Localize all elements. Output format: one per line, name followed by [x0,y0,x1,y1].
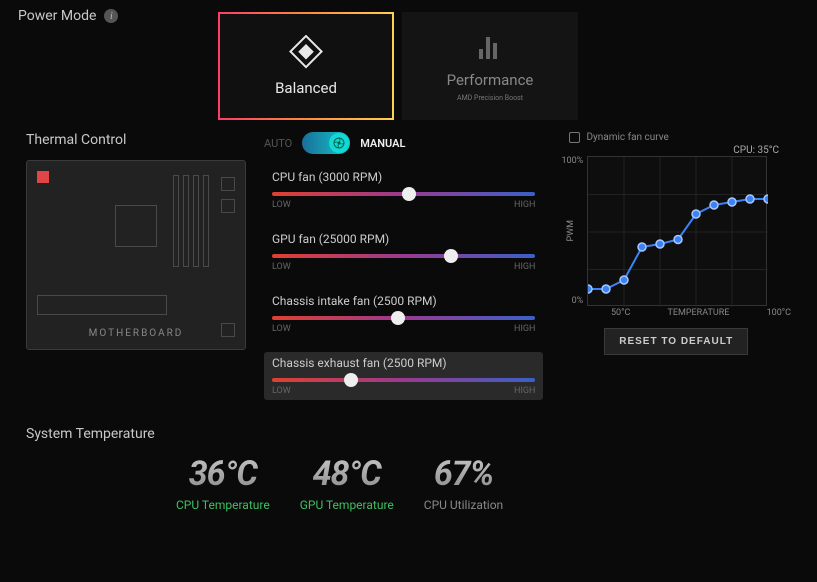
slider-high: HIGH [514,262,535,272]
temp-value: 36°C [176,454,270,494]
fan-slider-label: GPU fan (25000 RPM) [272,232,535,246]
temp-value: 67% [424,454,503,494]
temp-value: 48°C [300,454,394,494]
fan-slider-thumb[interactable] [391,311,405,325]
slider-low: LOW [272,386,291,396]
reset-default-button[interactable]: RESET TO DEFAULT [604,328,748,355]
fan-curve-point[interactable] [588,285,592,293]
fan-curve-point[interactable] [692,210,700,218]
fan-slider-thumb[interactable] [402,187,416,201]
chart-xtick-left: 50°C [611,308,630,318]
fan-curve-point[interactable] [764,195,768,203]
power-mode-cards: Balanced Performance AMD Precision Boost [218,12,799,120]
fan-curve-point[interactable] [638,243,646,251]
mobo-cpu [115,205,157,247]
cpu-temp-indicator: CPU: 35°C [561,145,791,156]
temp-label: CPU Temperature [176,498,270,512]
temp-card-2: 67% CPU Utilization [424,454,503,512]
fan-slider-label: Chassis intake fan (2500 RPM) [272,294,535,308]
mobo-pcie [37,295,167,315]
mobo-ram-slot [203,175,209,267]
fan-slider-track[interactable] [272,254,535,258]
dynamic-curve-checkbox[interactable] [569,132,580,143]
chart-ytick-top: 100% [561,156,583,166]
manual-label: MANUAL [360,137,405,150]
mobo-ram-slot [173,175,179,267]
temp-label: GPU Temperature [300,498,394,512]
fan-curve-point[interactable] [674,236,682,244]
temp-card-0: 36°C CPU Temperature [176,454,270,512]
fan-icon [329,133,349,153]
fan-slider-label: Chassis exhaust fan (2500 RPM) [272,356,535,370]
temp-label: CPU Utilization [424,498,503,512]
system-temp-title: System Temperature [26,426,155,442]
chart-xtick-right: 100°C [767,308,791,318]
power-mode-balanced-label: Balanced [275,79,337,97]
auto-manual-toggle[interactable] [302,132,350,154]
slider-low: LOW [272,200,291,210]
fan-slider-3[interactable]: Chassis exhaust fan (2500 RPM) LOW HIGH [264,352,543,400]
power-mode-performance[interactable]: Performance AMD Precision Boost [402,12,578,120]
fan-curve-chart[interactable] [587,156,767,306]
slider-low: LOW [272,324,291,334]
chart-xlabel: TEMPERATURE [668,308,730,318]
slider-high: HIGH [514,386,535,396]
temp-card-1: 48°C GPU Temperature [300,454,394,512]
mobo-fan-header [221,199,235,213]
power-mode-performance-label: Performance [447,71,534,89]
info-icon[interactable]: i [104,9,118,23]
power-mode-title: Power Mode [18,8,96,24]
balanced-icon [289,35,323,69]
slider-low: LOW [272,262,291,272]
mobo-label: MOTHERBOARD [27,328,245,339]
fan-curve-point[interactable] [620,276,628,284]
performance-icon [473,31,507,61]
mobo-ram-slot [193,175,199,267]
fan-curve-point[interactable] [602,285,610,293]
dynamic-curve-label: Dynamic fan curve [586,132,668,143]
fan-curve-point[interactable] [728,198,736,206]
thermal-title: Thermal Control [26,132,126,148]
fan-slider-track[interactable] [272,192,535,196]
slider-high: HIGH [514,200,535,210]
slider-high: HIGH [514,324,535,334]
auto-label: AUTO [264,137,292,150]
fan-slider-1[interactable]: GPU fan (25000 RPM) LOW HIGH [264,228,543,276]
fan-slider-2[interactable]: Chassis intake fan (2500 RPM) LOW HIGH [264,290,543,338]
fan-slider-thumb[interactable] [344,373,358,387]
fan-curve-point[interactable] [656,240,664,248]
fan-curve-point[interactable] [746,195,754,203]
mobo-fan-indicator [37,171,49,183]
chart-ytick-bot: 0% [561,296,583,306]
chart-ylabel: PWM [566,220,576,242]
mobo-ram-slot [183,175,189,267]
fan-slider-thumb[interactable] [444,249,458,263]
mobo-fan-header [221,177,235,191]
fan-curve-point[interactable] [710,201,718,209]
fan-slider-0[interactable]: CPU fan (3000 RPM) LOW HIGH [264,166,543,214]
fan-slider-track[interactable] [272,316,535,320]
motherboard-diagram[interactable]: MOTHERBOARD [26,160,246,350]
power-mode-performance-sub: AMD Precision Boost [457,95,523,102]
power-mode-balanced[interactable]: Balanced [218,12,394,120]
fan-slider-track[interactable] [272,378,535,382]
fan-slider-label: CPU fan (3000 RPM) [272,170,535,184]
